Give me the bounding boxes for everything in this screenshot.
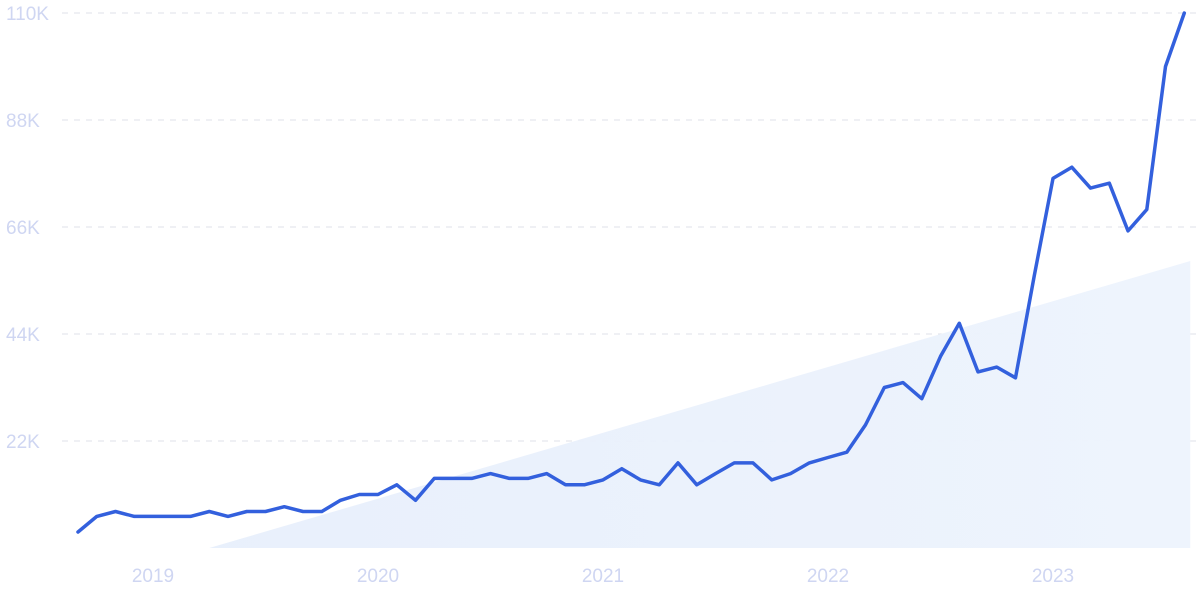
x-tick-label-2022: 2022 xyxy=(807,566,849,587)
x-axis: 2019 2020 2021 2022 2023 xyxy=(132,566,1074,587)
trend-area-shape xyxy=(209,261,1191,548)
y-tick-label: 88K xyxy=(6,111,40,132)
y-tick-label: 22K xyxy=(6,432,40,453)
y-axis: 110K 88K 66K 44K 22K xyxy=(6,4,49,453)
y-tick-label: 66K xyxy=(6,218,40,239)
x-tick-label-2020: 2020 xyxy=(357,566,399,587)
y-tick-label: 110K xyxy=(6,4,49,25)
series-line-0 xyxy=(76,11,1187,534)
series-layer xyxy=(76,11,1187,534)
trend-area xyxy=(209,261,1191,548)
y-tick-label: 44K xyxy=(6,325,40,346)
x-tick-label-2023: 2023 xyxy=(1032,566,1074,587)
x-tick-label-2019: 2019 xyxy=(132,566,174,587)
x-tick-label-2021: 2021 xyxy=(582,566,624,587)
